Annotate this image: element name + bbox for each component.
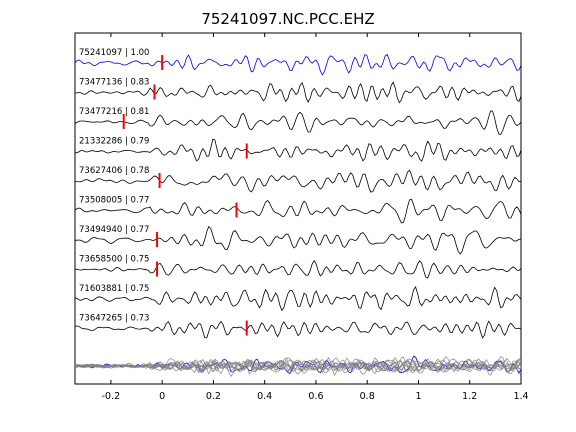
trace-line-5 [74,198,522,224]
trace-label-9: 73647265 | 0.73 [79,314,149,324]
stack-trace-9 [74,357,522,375]
stack-overlay [74,355,522,377]
chart-title: 75241097.NC.PCC.EHZ [201,10,374,28]
x-tick-label-0: -0.2 [102,391,121,402]
trace-label-0: 75241097 | 1.00 [79,48,149,58]
trace-label-1: 73477136 | 0.83 [79,78,149,88]
x-tick-label-8: 1.4 [513,391,528,402]
trace-line-1 [74,81,522,104]
x-tick-label-5: 0.8 [360,391,375,402]
trace-label-8: 71603881 | 0.75 [79,284,149,294]
trace-label-2: 73477216 | 0.81 [79,107,149,117]
trace-line-6 [74,225,522,255]
traces-group: 75241097 | 1.00 73477136 | 0.83 73477216 |… [74,48,522,339]
trace-line-7 [74,259,522,279]
trace-line-4 [74,169,522,193]
x-axis: -0.2 0 0.2 0.4 0.6 0.8 1 1.2 1.4 [102,33,529,402]
x-tick-label-6: 1 [415,391,421,402]
x-tick-label-1: 0 [159,391,165,402]
x-tick-label-2: 0.2 [206,391,221,402]
trace-line-2 [74,110,522,135]
trace-label-3: 21332286 | 0.79 [79,137,149,147]
stack-trace-5 [74,357,522,375]
x-tick-label-7: 1.2 [462,391,477,402]
trace-line-0 [74,53,522,76]
trace-line-8 [74,286,522,312]
trace-label-4: 73627406 | 0.78 [79,166,149,176]
plot-area-frame [74,32,522,385]
trace-line-9 [74,320,522,339]
trace-line-3 [74,138,522,162]
trace-label-6: 73494940 | 0.77 [79,225,149,235]
trace-label-5: 73508005 | 0.77 [79,196,149,206]
x-tick-label-3: 0.4 [257,391,272,402]
x-tick-label-4: 0.6 [308,391,323,402]
trace-label-7: 73658500 | 0.75 [79,255,149,265]
